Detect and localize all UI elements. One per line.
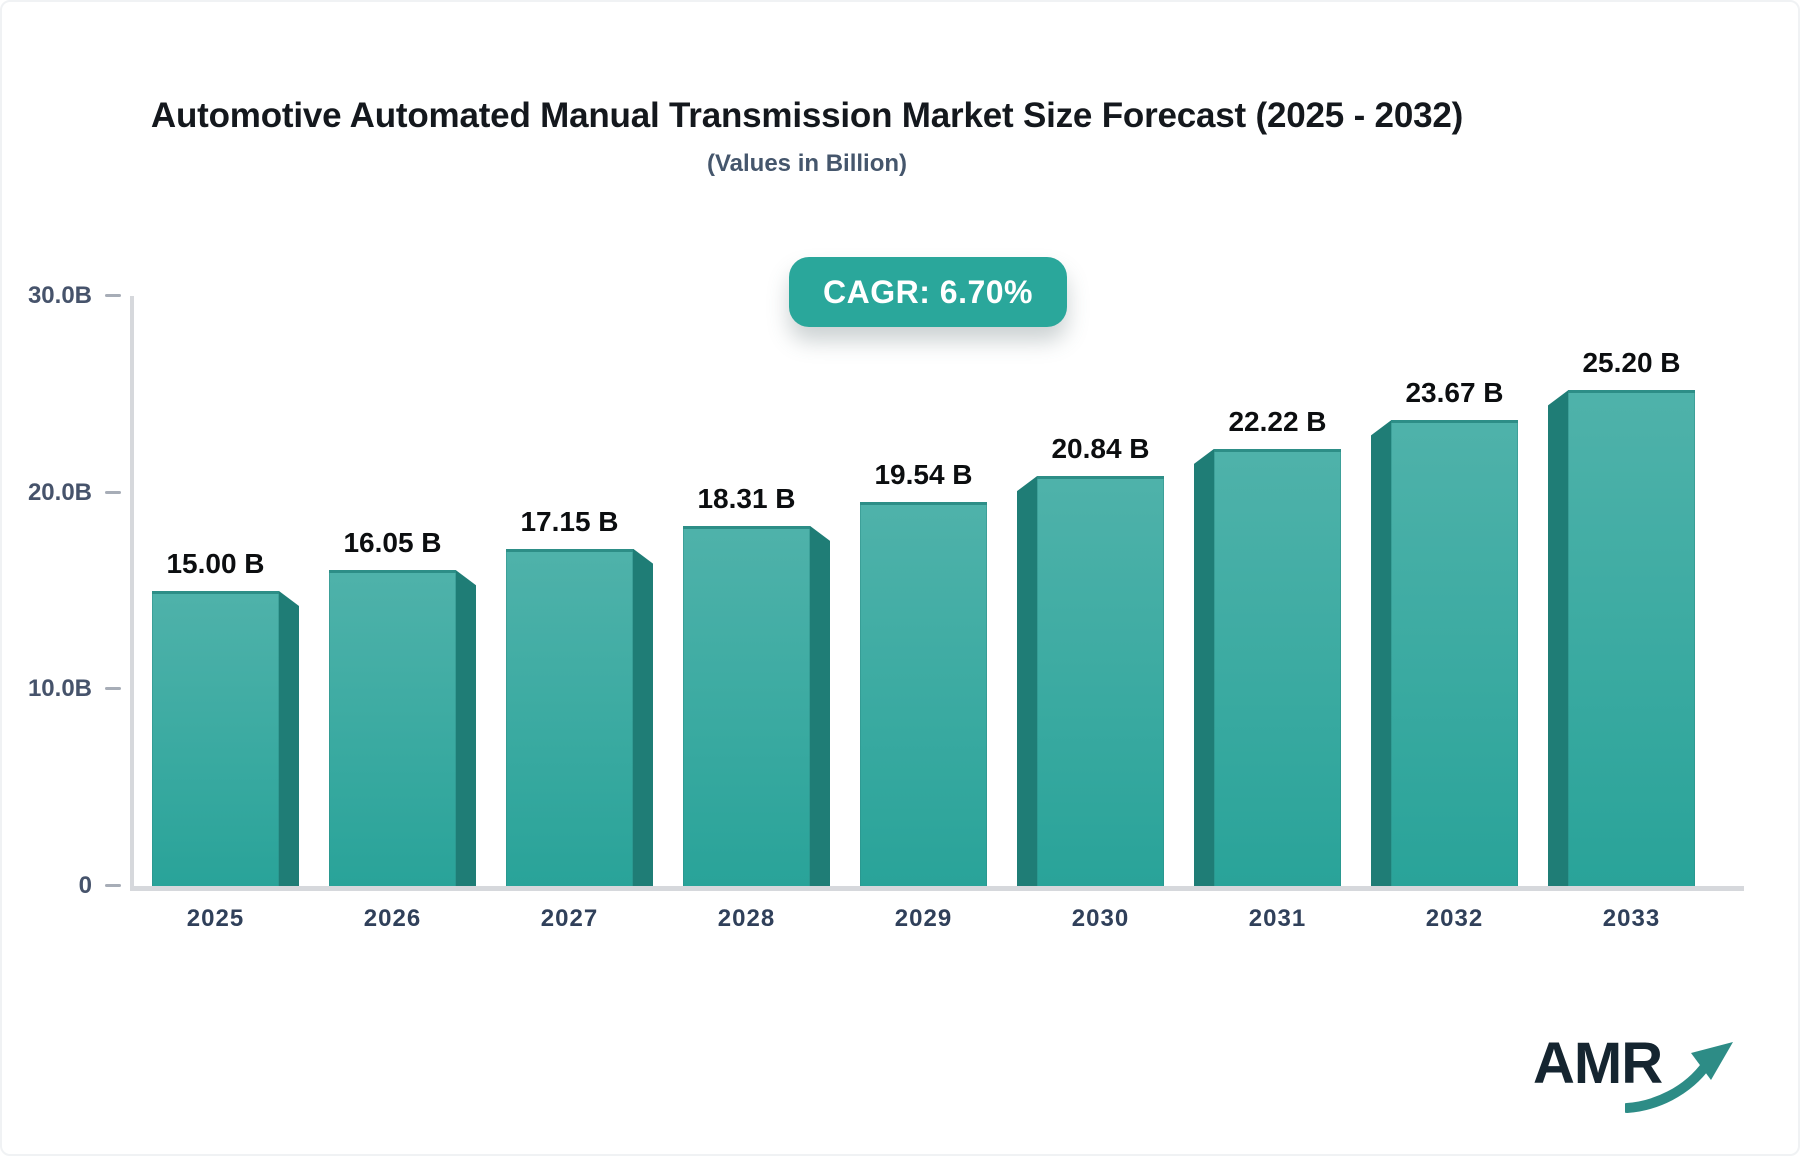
x-axis-year-label: 2026 [363, 905, 422, 932]
bar-value-label: 20.84 B [1051, 433, 1150, 465]
x-axis-year-label: 2032 [1425, 905, 1484, 932]
cagr-badge: CAGR: 6.70% [789, 257, 1067, 327]
bar-top-edge [1391, 420, 1518, 424]
x-axis-year-label: 2029 [894, 905, 953, 932]
bar-value-label: 18.31 B [697, 482, 796, 514]
chart-subtitle: (Values in Billion) [706, 150, 908, 177]
bar-value-label: 23.67 B [1405, 377, 1504, 409]
bar-top-edge [860, 501, 987, 505]
bar [329, 570, 456, 886]
bar [1037, 476, 1164, 886]
bar-side-face [810, 525, 830, 886]
x-axis-year-label: 2033 [1602, 905, 1661, 932]
bar [860, 501, 987, 886]
y-tick-label: 10.0B [27, 675, 92, 703]
bar-side-face [1017, 476, 1037, 886]
trending-up-arrow-icon [1625, 1042, 1733, 1113]
amr-logo-text: AMR [1533, 1031, 1663, 1096]
bar-top-edge [683, 525, 810, 529]
bar-top-edge [1037, 476, 1164, 480]
bar-top-edge [329, 570, 456, 574]
y-tick-label: 30.0B [27, 281, 92, 309]
y-axis-line [130, 296, 134, 886]
bar-side-face [456, 570, 476, 886]
bar-value-label: 25.20 B [1582, 347, 1681, 379]
x-axis-year-label: 2030 [1071, 905, 1130, 932]
bar-side-face [1548, 390, 1568, 886]
x-axis-line [130, 886, 1744, 891]
y-tick-dash [105, 490, 121, 494]
bar-side-face [633, 548, 653, 886]
chart-title: Automotive Automated Manual Transmission… [150, 96, 1464, 135]
bar-value-label: 17.15 B [520, 505, 619, 537]
bar-side-face [279, 590, 299, 886]
bar [1391, 420, 1518, 886]
bar-top-edge [152, 590, 279, 594]
bar-value-label: 16.05 B [343, 527, 442, 559]
bar [152, 590, 279, 886]
x-axis-year-label: 2028 [717, 905, 776, 932]
y-tick-label: 20.0B [27, 478, 92, 506]
bar [506, 548, 633, 886]
amr-logo: AMR [1533, 1030, 1753, 1120]
y-tick-label: 0 [78, 872, 92, 899]
bar-top-edge [1214, 448, 1341, 452]
bar [683, 525, 810, 886]
bar [1214, 448, 1341, 886]
x-axis-year-label: 2027 [540, 905, 599, 932]
bar-side-face [1194, 448, 1214, 886]
bar-top-edge [1568, 390, 1695, 394]
bar-side-face [1371, 420, 1391, 886]
y-tick-dash [105, 293, 121, 297]
bar-value-label: 22.22 B [1228, 405, 1327, 437]
bar-value-label: 19.54 B [874, 458, 973, 490]
x-axis-year-label: 2025 [186, 905, 245, 932]
bar [1568, 390, 1695, 886]
y-tick-dash [105, 884, 121, 887]
y-tick-dash [105, 687, 121, 691]
x-axis-year-label: 2031 [1248, 905, 1307, 932]
bar-value-label: 15.00 B [166, 547, 265, 579]
bar-top-edge [506, 548, 633, 552]
